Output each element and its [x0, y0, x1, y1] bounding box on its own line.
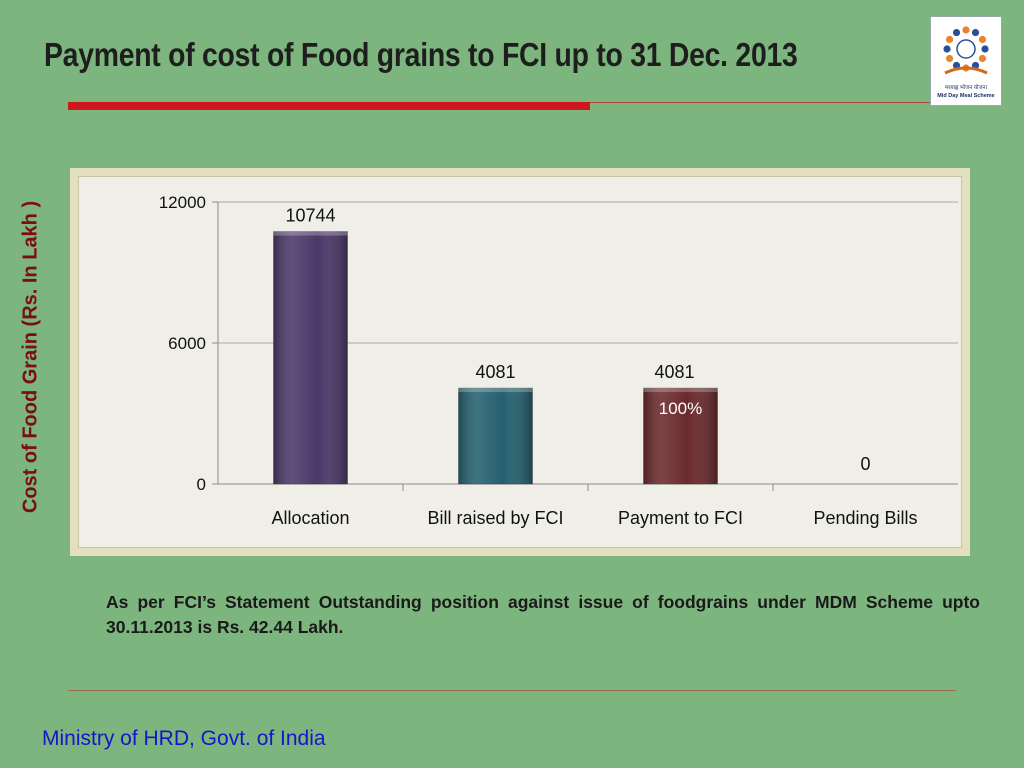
logo-figure	[981, 45, 989, 53]
x-tick-label: Bill raised by FCI	[427, 508, 563, 528]
footer-divider	[68, 690, 956, 691]
logo-figure	[952, 28, 961, 37]
percent-label: 100%	[659, 399, 702, 418]
logo-figure	[945, 54, 954, 63]
y-axis-label: Cost of Food Grain (Rs. In Lakh )	[19, 200, 42, 514]
bar-shine	[273, 231, 348, 484]
logo-figure	[971, 28, 980, 37]
data-label: 4081	[475, 362, 515, 382]
logo-figure	[978, 54, 987, 63]
outstanding-note: As per FCI’s Statement Outstanding posit…	[106, 592, 980, 637]
x-tick-label: Payment to FCI	[618, 508, 743, 528]
data-label: 4081	[654, 362, 694, 382]
x-tick-label: Pending Bills	[813, 508, 917, 528]
bar-top	[458, 388, 533, 393]
logo-figure	[978, 35, 987, 44]
data-label: 10744	[285, 206, 335, 226]
bar-chart: 0 6000 12000 10744 Allocation 4081 Bill raised…	[159, 193, 958, 528]
y-tick-label: 12000	[159, 193, 206, 212]
logo-center	[956, 39, 976, 59]
chart-frame: 0 6000 12000 10744 Allocation 4081 Bill raised…	[70, 168, 970, 556]
logo-graphic: मध्याह्न भोजन योजना Mid Day Meal Scheme	[937, 26, 995, 99]
data-label: 0	[860, 454, 870, 474]
bar-top	[273, 231, 348, 236]
bar-shine	[458, 388, 533, 484]
y-tick-label: 0	[197, 475, 206, 494]
title-underline-thin	[590, 102, 930, 103]
title-underline-red	[68, 102, 590, 110]
logo-figure	[962, 26, 970, 34]
logo-text: Mid Day Meal Scheme	[937, 93, 994, 99]
bar-shine	[643, 388, 718, 484]
bar-top	[643, 388, 718, 393]
logo-text-hindi: मध्याह्न भोजन योजना	[945, 84, 988, 91]
x-tick-label: Allocation	[271, 508, 349, 528]
page-title: Payment of cost of Food grains to FCI up…	[44, 36, 798, 73]
chart-plot-area	[78, 176, 962, 548]
footer-ministry: Ministry of HRD, Govt. of India	[42, 727, 326, 750]
logo-figure	[945, 35, 954, 44]
logo-figure	[943, 45, 951, 53]
y-tick-label: 6000	[168, 334, 206, 353]
mid-day-meal-logo-icon: मध्याह्न भोजन योजना Mid Day Meal Scheme	[930, 16, 1002, 106]
